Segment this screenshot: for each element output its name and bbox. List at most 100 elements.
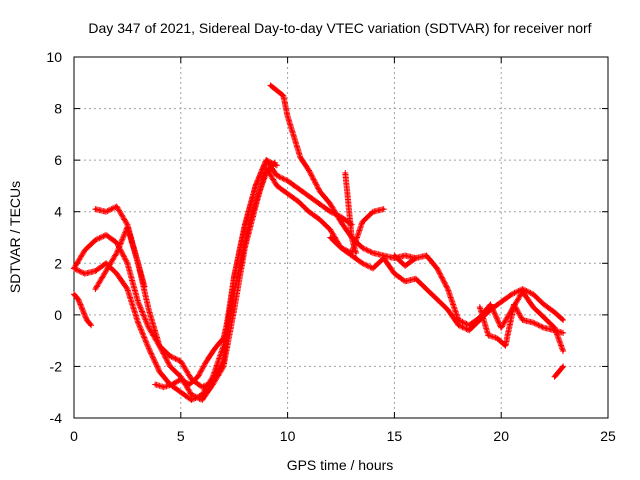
data-point <box>115 205 118 208</box>
data-point <box>254 184 257 188</box>
data-point <box>83 249 86 252</box>
data-point <box>179 378 182 381</box>
data-point <box>542 316 546 319</box>
data-point <box>273 161 276 164</box>
series-markers <box>267 82 419 262</box>
data-point <box>329 202 332 206</box>
y-axis-label: SDTVAR / TECUs <box>7 181 23 293</box>
data-point <box>382 207 385 211</box>
data-point <box>557 370 561 373</box>
data-point <box>542 303 546 306</box>
data-point <box>275 164 279 167</box>
data-markers <box>71 82 567 403</box>
data-point <box>403 280 407 283</box>
data-point <box>457 323 460 327</box>
data-point <box>190 393 193 396</box>
axis-ticks: 0 5 10 15 20 25 -4 -2 0 2 4 6 8 10 <box>46 49 616 444</box>
data-point <box>286 192 289 195</box>
data-point <box>147 347 150 350</box>
plot-frame <box>73 56 609 419</box>
data-point <box>94 238 97 242</box>
y-tick-label: 10 <box>46 49 62 65</box>
data-point <box>83 272 86 275</box>
data-point <box>222 365 225 368</box>
data-point <box>265 171 268 175</box>
data-point <box>136 321 140 324</box>
data-point <box>115 272 118 275</box>
data-point <box>126 262 129 265</box>
series-markers <box>71 157 355 403</box>
data-point <box>85 318 89 322</box>
y-tick-label: 2 <box>54 255 62 271</box>
data-point <box>446 287 449 291</box>
data-point <box>265 158 268 162</box>
x-tick-label: 10 <box>280 428 296 444</box>
data-point <box>147 308 150 311</box>
data-point <box>158 370 161 373</box>
y-tick-label: 0 <box>54 307 62 323</box>
data-point <box>275 89 279 92</box>
data-point <box>361 220 364 224</box>
data-point <box>72 267 76 270</box>
data-point <box>153 383 157 386</box>
data-point <box>94 287 97 291</box>
data-point <box>318 218 321 221</box>
data-point <box>162 385 165 389</box>
data-point <box>239 262 242 265</box>
data-point <box>269 84 272 87</box>
data-point <box>188 383 191 386</box>
data-point <box>89 323 93 327</box>
series-track-9 <box>327 234 567 334</box>
data-point <box>147 326 150 329</box>
data-point <box>371 251 375 255</box>
data-point <box>354 251 358 255</box>
data-point <box>211 383 215 386</box>
data-point <box>179 391 182 394</box>
data-point <box>532 293 535 296</box>
data-point <box>371 267 375 270</box>
data-point <box>512 303 516 306</box>
data-point <box>205 360 208 363</box>
data-point <box>489 303 492 306</box>
data-point <box>561 318 565 322</box>
data-point <box>500 326 503 329</box>
data-point <box>339 215 343 219</box>
data-point <box>179 360 182 363</box>
data-point <box>233 274 236 278</box>
data-point <box>350 236 353 239</box>
x-tick-label: 15 <box>387 428 403 444</box>
data-point <box>168 354 172 358</box>
data-point <box>350 254 353 257</box>
data-point <box>243 225 247 229</box>
data-point <box>542 326 546 329</box>
data-point <box>275 184 279 188</box>
data-point <box>200 385 204 389</box>
series-track-1 <box>71 291 95 329</box>
data-point <box>435 267 439 270</box>
data-point <box>393 272 396 275</box>
data-point <box>307 169 311 172</box>
data-point <box>247 223 251 226</box>
data-point <box>521 318 524 322</box>
data-point <box>495 336 499 340</box>
data-point <box>200 398 204 402</box>
series-markers <box>92 164 387 403</box>
data-point <box>532 305 535 309</box>
x-tick-label: 25 <box>600 428 616 444</box>
data-point <box>94 269 97 273</box>
data-point <box>196 375 200 378</box>
data-point <box>393 254 396 257</box>
data-point <box>467 323 471 327</box>
data-point <box>299 156 302 159</box>
data-point <box>382 256 385 260</box>
data-point <box>561 365 565 368</box>
data-point <box>222 336 225 340</box>
series-track-5 <box>92 224 148 293</box>
data-point <box>504 344 507 347</box>
data-point <box>171 383 174 386</box>
data-point <box>329 210 332 213</box>
data-point <box>339 246 343 250</box>
y-tick-label: 6 <box>54 152 62 168</box>
series-track-7 <box>267 82 419 262</box>
